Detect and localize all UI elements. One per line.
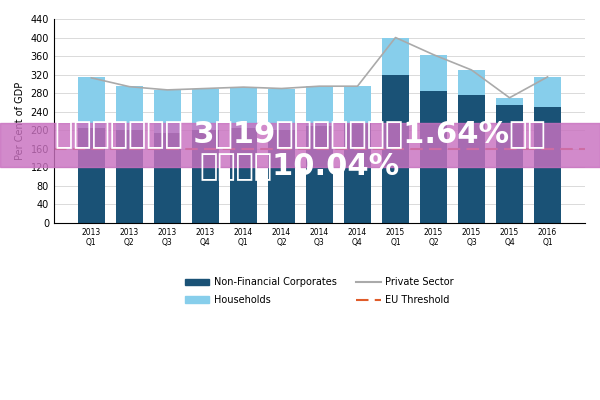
Bar xyxy=(192,88,219,130)
Bar xyxy=(344,86,371,123)
Bar xyxy=(496,105,523,223)
Bar xyxy=(230,87,257,128)
Bar xyxy=(458,70,485,96)
Bar xyxy=(116,130,143,223)
Bar xyxy=(344,123,371,223)
Y-axis label: Per Cent of GDP: Per Cent of GDP xyxy=(15,82,25,160)
Bar xyxy=(268,130,295,223)
Bar xyxy=(154,90,181,132)
Bar xyxy=(78,128,104,223)
Bar xyxy=(306,86,333,126)
Legend: Non-Financial Corporates, Households, Private Sector, EU Threshold: Non-Financial Corporates, Households, Pr… xyxy=(180,272,459,310)
Bar xyxy=(116,86,143,130)
Bar xyxy=(306,126,333,223)
Bar xyxy=(382,38,409,75)
Bar xyxy=(230,128,257,223)
Bar xyxy=(78,77,104,128)
Text: 股溢价率10.04%: 股溢价率10.04% xyxy=(200,151,400,180)
Bar xyxy=(382,75,409,223)
Bar xyxy=(268,88,295,130)
Bar xyxy=(420,91,447,223)
Bar xyxy=(458,96,485,223)
Text: 股票的交易软件 3月19日煞邦转债下跳1.64%，转: 股票的交易软件 3月19日煞邦转债下跳1.64%，转 xyxy=(55,119,545,148)
Bar xyxy=(496,98,523,105)
Bar xyxy=(420,55,447,91)
Bar xyxy=(154,132,181,223)
Bar xyxy=(534,77,561,107)
Bar xyxy=(192,130,219,223)
Bar xyxy=(534,107,561,223)
